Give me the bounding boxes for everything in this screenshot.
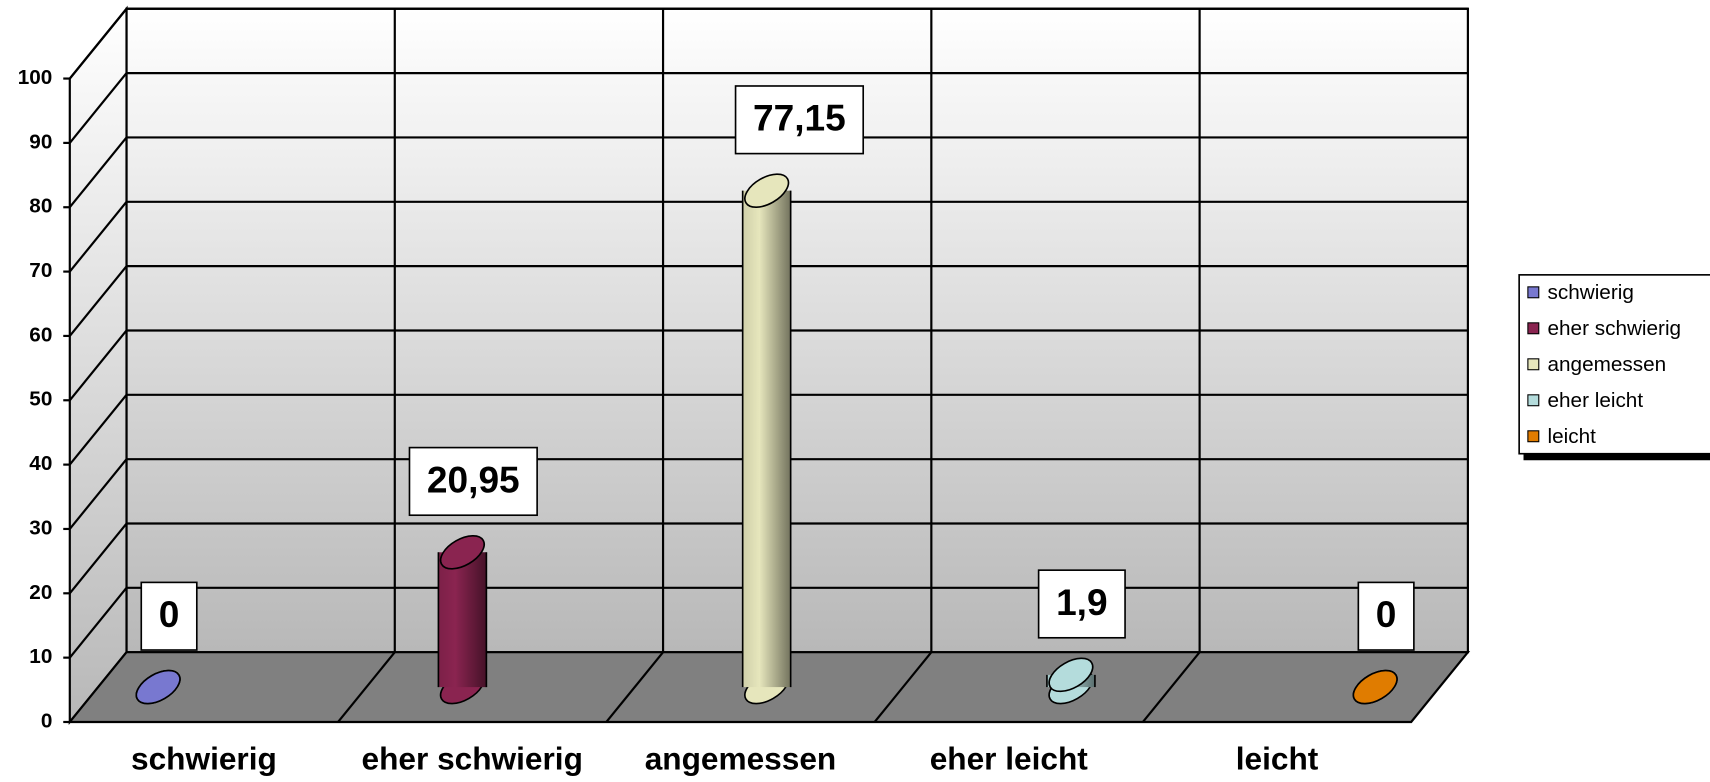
value-label: 1,9 [1056,581,1108,623]
legend-label: angemessen [1548,353,1667,376]
legend-label: leicht [1548,425,1597,448]
category-divider [337,651,396,723]
value-label-box [1037,569,1126,639]
grid-line [68,8,128,80]
bar-shade [742,190,791,688]
category-divider [873,651,933,723]
grid-line [68,265,128,337]
legend-box [1518,274,1710,455]
y-tick-label: 50 [29,388,52,411]
bar [741,173,792,705]
value-label-box [1357,581,1415,651]
y-tick-label: 80 [29,195,52,218]
category-divider [605,651,664,723]
bar-shade [438,552,487,688]
grid-line [68,201,128,273]
grid-line [68,329,128,401]
legend-swatch [1527,430,1540,443]
legend-swatch [1527,286,1540,299]
x-tick-label: eher schwierig [362,741,583,777]
grid-line [68,136,128,208]
value-label-box [734,85,865,155]
x-tick-label: eher leicht [930,741,1089,777]
y-tick-label: 60 [29,323,52,346]
bar-top [1352,669,1398,705]
bar [135,669,181,705]
grid-line [68,72,128,144]
bar [1046,657,1096,705]
y-tick-label: 0 [41,709,53,732]
y-tick-label: 10 [29,645,52,668]
x-tick-label: schwierig [131,741,277,777]
x-tick-label: angemessen [645,741,837,777]
value-label-box [140,581,198,651]
grid-line [68,522,128,594]
legend: schwierig eher schwierig angemessen eher le… [1518,274,1710,461]
y-tick-label: 20 [29,581,52,604]
value-label: 77,15 [753,97,846,139]
legend-swatch [1527,322,1540,335]
bar-top [1048,657,1094,693]
grid-line [68,394,128,466]
bar-top [744,173,790,209]
bar [437,534,488,705]
value-label-box [408,446,538,517]
legend-label: eher leicht [1548,389,1644,412]
x-tick-label: leicht [1236,741,1319,777]
bar-top [439,534,485,570]
category-divider [1142,651,1201,723]
legend-label: eher schwierig [1548,317,1682,340]
value-label: 0 [159,593,180,635]
y-tick-label: 100 [18,66,53,89]
value-label: 0 [1376,593,1397,635]
legend-swatch [1527,358,1540,371]
legend-swatch [1527,394,1540,407]
value-label: 20,95 [427,458,520,500]
grid-line [68,458,128,530]
grid-line [68,587,128,659]
bar [1352,669,1398,705]
legend-label: schwierig [1548,281,1634,304]
y-tick-label: 90 [29,130,52,153]
bar-top [135,669,181,705]
y-tick-label: 70 [29,259,52,282]
y-tick-label: 30 [29,516,52,539]
y-tick-label: 40 [29,452,52,475]
